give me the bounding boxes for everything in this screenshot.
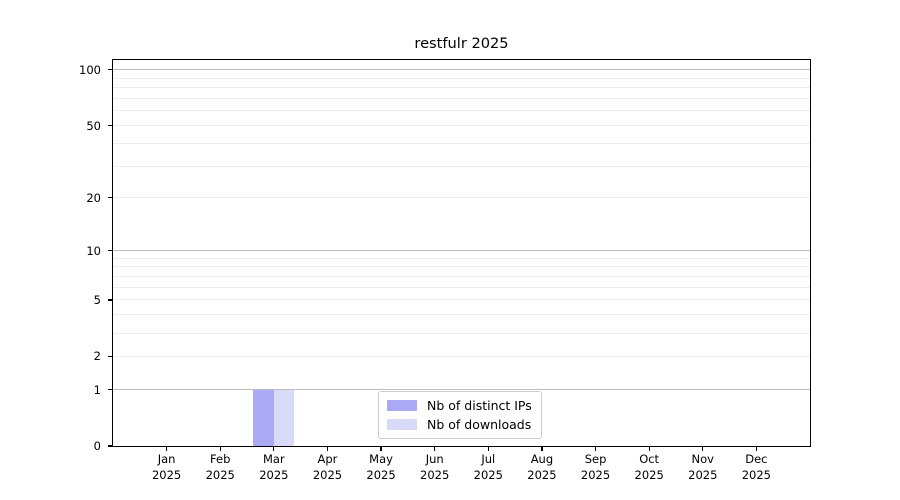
gridline-minor [113, 286, 810, 288]
legend-swatch-downloads [387, 419, 417, 430]
x-tick-mark [594, 447, 597, 451]
gridline-minor [113, 142, 810, 144]
x-tick-mark [648, 447, 650, 451]
x-tick-mark [166, 447, 168, 451]
x-tick-mark [541, 447, 543, 451]
gridline-minor [113, 332, 810, 334]
bar-downloads [273, 389, 295, 446]
gridline-major [113, 388, 810, 391]
y-tick-label: 2 [93, 349, 101, 364]
chart-title: restfulr 2025 [414, 35, 509, 52]
x-tick-mark [487, 447, 489, 451]
gridline-minor [113, 314, 810, 316]
x-tick-label: Feb 2025 [205, 452, 235, 482]
gridline-minor [113, 257, 810, 259]
gridline-major [113, 250, 810, 252]
x-tick-label: Aug 2025 [527, 452, 557, 482]
plot-area [112, 59, 811, 447]
y-tick-mark [107, 197, 112, 199]
x-tick-label: Dec 2025 [741, 452, 772, 482]
y-tick-label: 1 [93, 382, 101, 397]
gridline-minor [113, 197, 810, 199]
legend-row-distinct-ips: Nb of distinct IPs [387, 398, 532, 413]
x-tick-mark [380, 447, 382, 451]
legend-row-downloads: Nb of downloads [387, 417, 532, 432]
y-tick-label: 10 [86, 243, 101, 258]
gridline-minor [113, 266, 810, 268]
y-tick-mark [107, 445, 112, 447]
gridline-minor [113, 77, 810, 79]
legend: Nb of distinct IPs Nb of downloads [378, 391, 542, 439]
y-tick-mark [107, 249, 112, 252]
y-tick-label: 0 [93, 439, 101, 453]
x-tick-mark [702, 447, 704, 451]
legend-label-downloads: Nb of downloads [427, 417, 532, 432]
gridline-minor [113, 87, 810, 89]
y-tick-mark [107, 299, 112, 301]
x-tick-label: Jan 2025 [151, 452, 182, 482]
gridline-minor [113, 299, 810, 301]
x-tick-mark [755, 447, 757, 451]
y-tick-mark [107, 355, 112, 358]
y-tick-mark [107, 388, 112, 391]
x-tick-label: May 2025 [366, 452, 396, 482]
x-tick-mark [326, 447, 329, 451]
legend-swatch-distinct-ips [387, 400, 417, 411]
gridline-minor [113, 165, 810, 167]
y-tick-mark [107, 69, 112, 71]
y-tick-label: 100 [79, 62, 101, 77]
x-tick-label: Oct 2025 [634, 452, 664, 482]
gridline-major [113, 69, 810, 71]
x-tick-label: Nov 2025 [688, 452, 718, 482]
x-tick-label: Apr 2025 [312, 452, 343, 482]
x-tick-label: Sep 2025 [580, 452, 611, 482]
x-tick-mark [219, 447, 221, 451]
bar-distinct-ips [253, 389, 274, 446]
gridline-minor [113, 355, 810, 357]
gridline-minor [113, 125, 810, 127]
x-tick-label: Jul 2025 [473, 452, 503, 482]
x-tick-mark [434, 447, 436, 451]
gridline-minor [113, 276, 810, 278]
y-tick-label: 20 [86, 190, 101, 205]
x-tick-label: Mar 2025 [259, 452, 289, 482]
y-tick-label: 50 [86, 118, 101, 133]
y-tick-label: 5 [93, 292, 101, 307]
legend-label-distinct-ips: Nb of distinct IPs [427, 398, 532, 413]
gridline-minor [113, 110, 810, 112]
x-tick-mark [273, 447, 275, 451]
gridline-minor [113, 98, 810, 100]
y-tick-mark [107, 124, 112, 127]
x-tick-label: Jun 2025 [420, 452, 450, 482]
